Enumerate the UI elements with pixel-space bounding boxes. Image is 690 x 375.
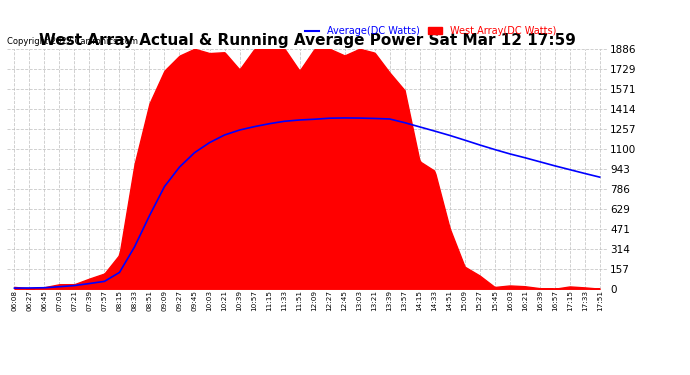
Text: Copyright 2022 Cartronics.com: Copyright 2022 Cartronics.com — [7, 38, 138, 46]
Title: West Array Actual & Running Average Power Sat Mar 12 17:59: West Array Actual & Running Average Powe… — [39, 33, 575, 48]
Legend: Average(DC Watts), West Array(DC Watts): Average(DC Watts), West Array(DC Watts) — [301, 22, 560, 40]
